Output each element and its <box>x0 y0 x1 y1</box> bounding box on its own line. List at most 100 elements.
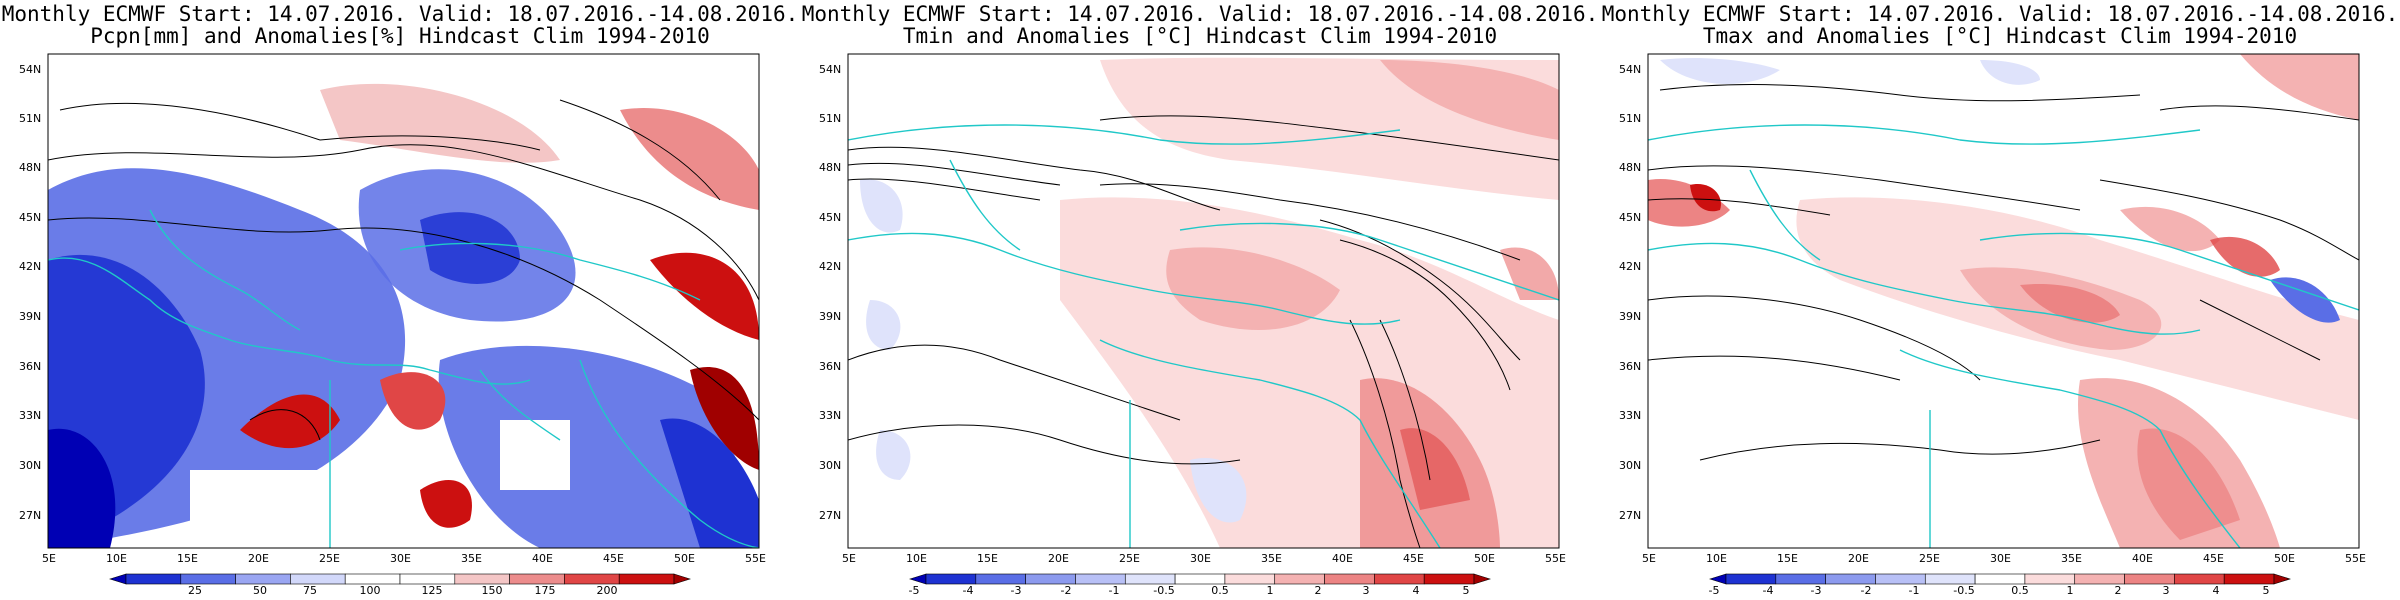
lat-tick: 27N <box>1619 509 1641 522</box>
lon-tick: 25E <box>319 552 340 565</box>
colorbar-cell <box>1708 573 1727 585</box>
lat-tick: 51N <box>819 112 841 125</box>
precip-panel: Monthly ECMWF Start: 14.07.2016. Valid: … <box>0 0 800 600</box>
lat-tick: 42N <box>19 260 41 273</box>
lon-tick: 5E <box>42 552 56 565</box>
colorbar-label: -0.5 <box>1153 584 1174 597</box>
map-frame <box>1647 53 2360 549</box>
lon-tick: 35E <box>1261 552 1282 565</box>
panel-title-line2: Tmin and Anomalies [°C] Hindcast Clim 19… <box>902 24 1498 48</box>
colorbar-cell <box>1374 573 1425 585</box>
lat-tick: 30N <box>19 459 41 472</box>
colorbar-cell <box>1174 573 1226 585</box>
lat-tick: 51N <box>19 112 41 125</box>
colorbar-cell <box>2124 573 2175 585</box>
lon-grid-labels: 5E 10E 15E 20E 25E 30E 35E 40E 45E 50E 5… <box>42 552 766 565</box>
coastlines <box>1648 124 2359 548</box>
colorbar-label: 150 <box>482 584 503 597</box>
lat-tick: 48N <box>819 161 841 174</box>
colorbar-label: 1 <box>1267 584 1274 597</box>
lat-grid-labels: 54N 51N 48N 45N 42N 39N 36N 33N 30N 27N <box>19 63 41 522</box>
colorbar-label: 5 <box>2263 584 2270 597</box>
lon-grid-labels: 5E 10E 15E 20E 25E 30E 35E 40E 45E 50E 5… <box>1642 552 2366 565</box>
coastlines <box>848 124 1559 548</box>
colorbar-cell <box>564 573 620 585</box>
lat-tick: 54N <box>819 63 841 76</box>
lon-tick: 55E <box>2345 552 2366 565</box>
lon-tick: 55E <box>745 552 766 565</box>
lat-tick: 33N <box>819 409 841 422</box>
contour-lines <box>1648 84 2359 461</box>
precip-map: 54N 51N 48N 45N 42N 39N 36N 33N 30N 27N … <box>19 53 766 597</box>
lon-tick: 10E <box>106 552 127 565</box>
colorbar-cell <box>1775 573 1826 585</box>
contour-lines <box>48 99 759 441</box>
colorbar-cell <box>1075 573 1126 585</box>
lon-tick: 5E <box>1642 552 1656 565</box>
lat-tick: 42N <box>1619 260 1641 273</box>
colorbar-label: -3 <box>1011 584 1022 597</box>
lon-tick: 35E <box>461 552 482 565</box>
tmin-panel: Monthly ECMWF Start: 14.07.2016. Valid: … <box>800 0 1600 600</box>
lon-tick: 20E <box>1848 552 1869 565</box>
colorbar-label: 5 <box>1463 584 1470 597</box>
contour-lines <box>848 115 1559 548</box>
lat-tick: 30N <box>819 459 841 472</box>
colorbar-cell <box>925 573 977 585</box>
lat-tick: 54N <box>1619 63 1641 76</box>
colorbar-cell <box>1473 573 1492 585</box>
tmax-map: 54N 51N 48N 45N 42N 39N 36N 33N 30N 27N … <box>1619 53 2366 597</box>
colorbar-label: 125 <box>422 584 443 597</box>
colorbar-cell <box>2024 573 2076 585</box>
colorbar-cell <box>618 573 675 585</box>
lat-tick: 33N <box>1619 409 1641 422</box>
colorbar-label: -4 <box>963 584 974 597</box>
colorbar-cell <box>344 573 401 585</box>
colorbar-label: 4 <box>1413 584 1420 597</box>
colorbar-label: 0.5 <box>2011 584 2029 597</box>
colorbar-label: -2 <box>1861 584 1872 597</box>
colorbar-label: 100 <box>360 584 381 597</box>
anomaly-shading <box>48 83 759 548</box>
colorbar-cell <box>1875 573 1926 585</box>
lon-tick: 40E <box>1332 552 1353 565</box>
lat-tick: 33N <box>19 409 41 422</box>
map-frame <box>847 53 1560 549</box>
lat-tick: 39N <box>819 310 841 323</box>
colorbar-label: -1 <box>1909 584 1920 597</box>
colorbar-cell <box>2273 573 2292 585</box>
lon-tick: 45E <box>603 552 624 565</box>
lon-tick: 15E <box>977 552 998 565</box>
colorbar-cell <box>2074 573 2125 585</box>
colorbar-label: -1 <box>1109 584 1120 597</box>
panel-title-line1: Monthly ECMWF Start: 14.07.2016. Valid: … <box>1 2 799 26</box>
lon-tick: 25E <box>1919 552 1940 565</box>
lon-tick: 50E <box>1474 552 1495 565</box>
colorbar-label: -5 <box>909 584 920 597</box>
lat-tick: 27N <box>819 509 841 522</box>
colorbar-label: 200 <box>597 584 618 597</box>
colorbar-cell <box>1423 573 1475 585</box>
lon-tick: 55E <box>1545 552 1566 565</box>
colorbar-cell <box>399 573 456 585</box>
lat-tick: 36N <box>819 360 841 373</box>
colorbar: -5 -4 -3 -2 -1 -0.5 0.5 1 2 3 4 5 <box>909 573 1492 597</box>
lon-tick: 5E <box>842 552 856 565</box>
colorbar-cell <box>1725 573 1777 585</box>
lat-tick: 27N <box>19 509 41 522</box>
lat-tick: 48N <box>19 161 41 174</box>
lon-tick: 40E <box>2132 552 2153 565</box>
lon-grid-labels: 5E 10E 15E 20E 25E 30E 35E 40E 45E 50E 5… <box>842 552 1566 565</box>
colorbar-cell <box>290 573 346 585</box>
colorbar-label: 4 <box>2213 584 2220 597</box>
colorbar-cell <box>454 573 510 585</box>
colorbar-cell <box>1025 573 1076 585</box>
lat-tick: 54N <box>19 63 41 76</box>
colorbar: -5 -4 -3 -2 -1 -0.5 0.5 1 2 3 4 5 <box>1708 573 2292 597</box>
lat-tick: 39N <box>1619 310 1641 323</box>
colorbar-label: -5 <box>1709 584 1720 597</box>
colorbar-cell <box>1924 573 1976 585</box>
lon-tick: 10E <box>1706 552 1727 565</box>
colorbar-label: 2 <box>1315 584 1322 597</box>
colorbar-cell <box>235 573 291 585</box>
